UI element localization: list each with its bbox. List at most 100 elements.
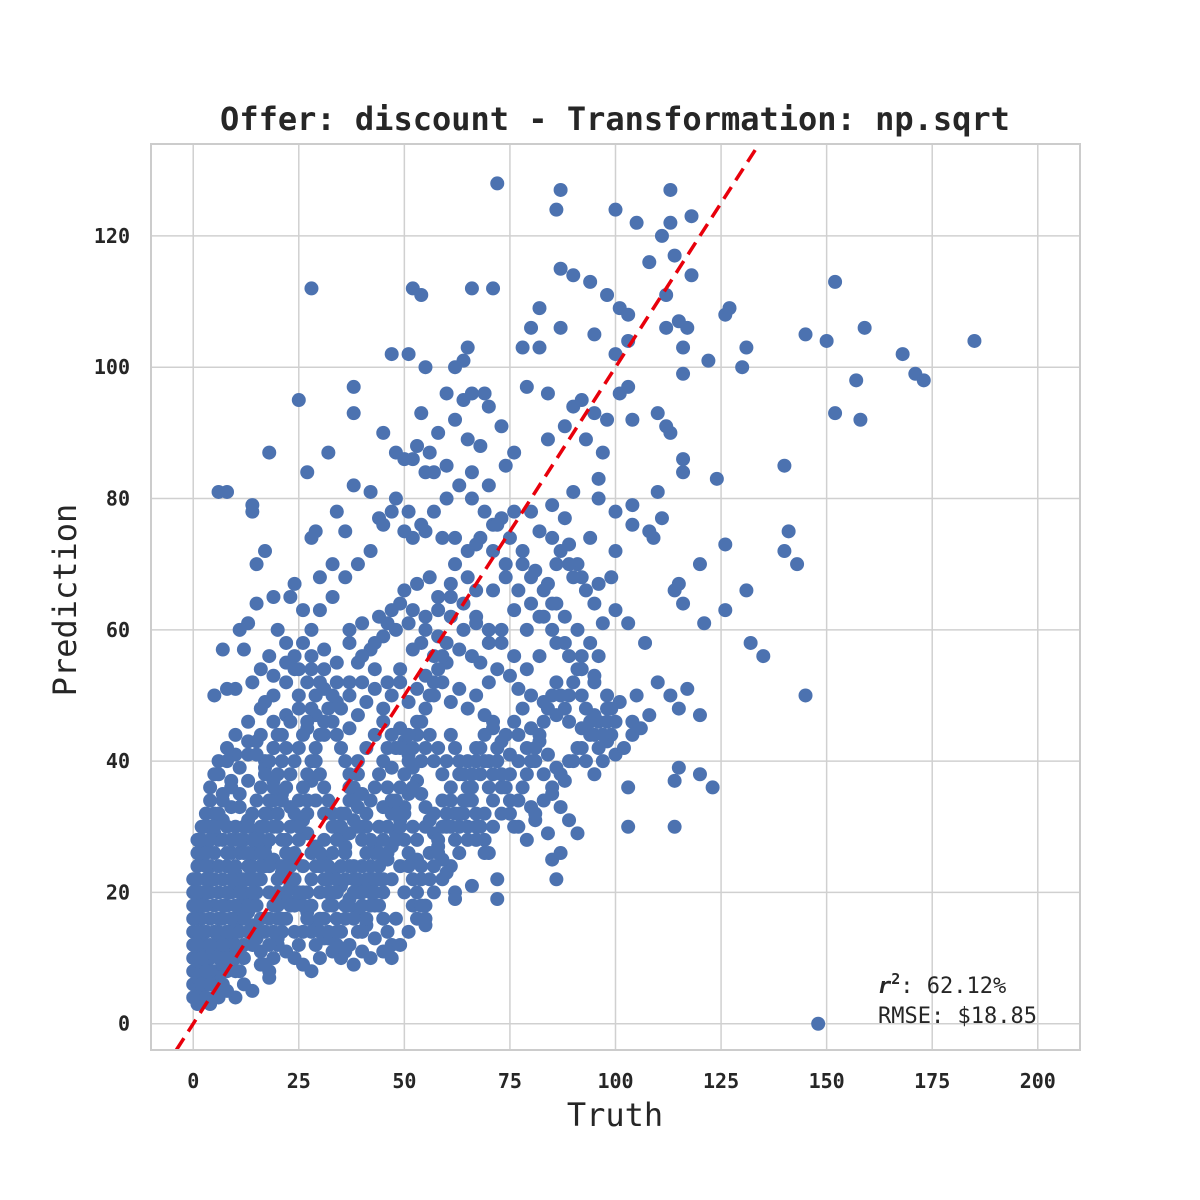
data-point: [190, 924, 205, 939]
data-point: [553, 320, 568, 335]
data-point: [393, 596, 408, 611]
data-point: [410, 885, 425, 900]
data-point: [270, 872, 285, 887]
data-point: [578, 701, 593, 716]
data-point: [540, 747, 555, 762]
data-point: [296, 885, 311, 900]
data-point: [236, 977, 251, 992]
data-point: [236, 951, 251, 966]
data-point: [418, 800, 433, 815]
data-point: [502, 806, 517, 821]
data-point: [431, 603, 446, 618]
data-point: [469, 583, 484, 598]
data-point: [414, 288, 429, 302]
data-point: [562, 688, 577, 703]
data-point: [570, 622, 585, 637]
data-point: [304, 662, 319, 677]
data-point: [587, 675, 602, 690]
data-point: [304, 622, 319, 637]
data-point: [274, 859, 289, 874]
data-point: [650, 406, 665, 421]
data-point: [338, 872, 353, 887]
data-point: [654, 511, 669, 526]
data-point: [291, 662, 306, 677]
data-point: [633, 721, 648, 736]
data-point: [578, 432, 593, 447]
data-point: [469, 832, 484, 847]
data-point: [511, 754, 526, 769]
data-point: [325, 557, 340, 572]
data-point: [439, 635, 454, 650]
data-point: [355, 832, 370, 847]
data-point: [388, 911, 403, 926]
data-point: [574, 649, 589, 664]
data-point: [562, 537, 577, 552]
data-point: [380, 616, 395, 631]
data-point: [321, 872, 336, 887]
data-point: [266, 780, 281, 795]
data-point: [456, 806, 471, 821]
data-point: [608, 544, 623, 559]
data-point: [207, 688, 222, 703]
data-point: [473, 741, 488, 755]
data-point: [439, 458, 454, 473]
data-point: [410, 681, 425, 696]
data-point: [422, 872, 437, 887]
data-point: [621, 780, 636, 795]
data-point: [376, 701, 391, 716]
data-point: [220, 484, 235, 499]
data-point: [363, 898, 378, 913]
data-point: [346, 793, 361, 808]
data-point: [249, 793, 264, 808]
data-point: [414, 406, 429, 421]
data-point: [663, 688, 678, 703]
data-point: [426, 885, 441, 900]
data-point: [215, 642, 230, 657]
data-point: [312, 727, 327, 742]
data-point: [562, 557, 577, 572]
data-point: [329, 924, 344, 939]
data-point: [697, 616, 712, 631]
data-point: [519, 662, 534, 677]
data-point: [692, 767, 707, 782]
data-point: [490, 517, 505, 532]
data-point: [663, 425, 678, 440]
data-point: [524, 320, 539, 335]
data-point: [452, 819, 467, 834]
data-point: [545, 498, 560, 513]
x-tick-label: 75: [498, 1069, 522, 1093]
data-point: [296, 780, 311, 795]
data-point: [198, 859, 213, 874]
data-point: [266, 741, 281, 755]
data-point: [431, 846, 446, 861]
data-point: [798, 688, 813, 703]
data-point: [524, 504, 539, 519]
data-point: [578, 754, 593, 769]
data-point: [418, 609, 433, 624]
data-points: [186, 176, 982, 1031]
data-point: [515, 780, 530, 795]
data-point: [443, 695, 458, 710]
data-point: [507, 445, 522, 460]
data-point: [638, 635, 653, 650]
rmse-annotation: RMSE: $18.85: [878, 1004, 1037, 1029]
data-point: [498, 727, 513, 742]
data-point: [270, 806, 285, 821]
data-point: [819, 333, 834, 348]
data-point: [574, 393, 589, 408]
data-point: [739, 340, 754, 355]
data-point: [583, 274, 598, 289]
data-point: [549, 675, 564, 690]
data-point: [393, 741, 408, 755]
data-point: [203, 937, 218, 952]
data-point: [477, 727, 492, 742]
data-point: [296, 859, 311, 874]
data-point: [452, 754, 467, 769]
data-point: [511, 727, 526, 742]
data-point: [342, 622, 357, 637]
data-point: [604, 570, 619, 585]
data-point: [621, 379, 636, 394]
data-point: [486, 583, 501, 598]
data-point: [469, 688, 484, 703]
